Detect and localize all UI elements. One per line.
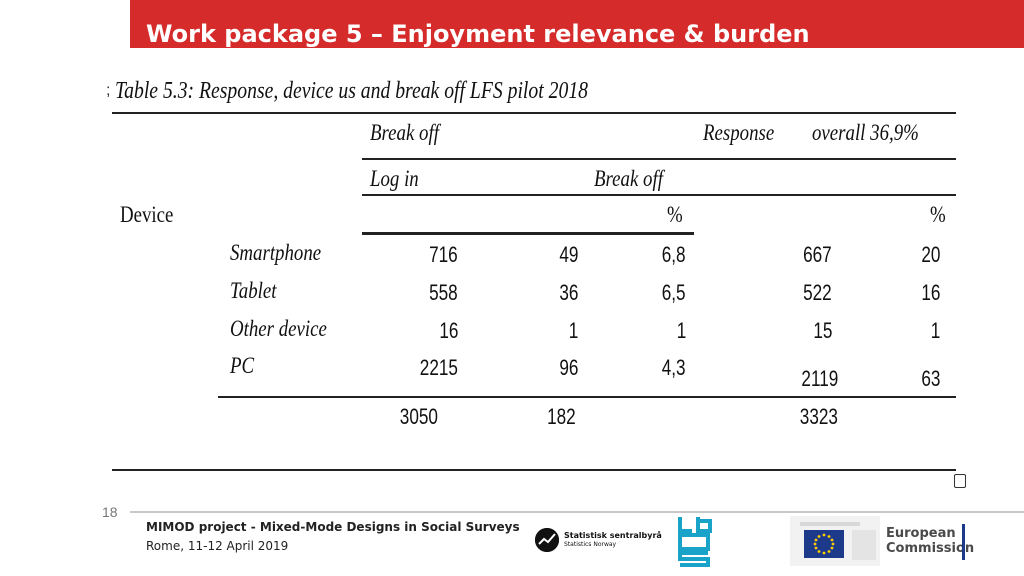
cell-breakoff-pct: 6,5	[662, 280, 686, 305]
ssb-name: Statistisk sentralbyrå	[564, 531, 662, 540]
cell-breakoff: 1	[568, 318, 578, 343]
header-pct-breakoff: %	[667, 202, 683, 227]
ec-name-line1: European	[886, 526, 956, 541]
footer-project: MIMOD project - Mixed-Mode Designs in So…	[146, 520, 520, 534]
cell-response: 667	[803, 242, 832, 267]
row-label: Smartphone	[230, 240, 322, 265]
ssb-subname: Statistics Norway	[564, 541, 617, 548]
cell-response-pct: 16	[920, 280, 940, 305]
total-breakoff: 182	[547, 404, 576, 429]
rule-head	[362, 194, 956, 196]
cell-breakoff-pct: 6,8	[662, 242, 686, 267]
page-number: 18	[102, 504, 118, 520]
ec-name-line2: Commission	[886, 541, 975, 556]
cell-response-pct: 63	[920, 366, 940, 391]
caption-marker: ;	[106, 82, 111, 99]
eu-flag-icon	[790, 516, 880, 566]
header-break-off-sub: Break off	[594, 166, 663, 191]
cell-response-pct: 1	[930, 318, 940, 343]
cell-login: 2215	[419, 355, 458, 380]
row-label: Tablet	[230, 278, 277, 303]
header-response: Response	[703, 120, 775, 145]
header-device: Device	[120, 202, 174, 227]
header-break-off: Break off	[370, 120, 439, 145]
total-response: 3323	[799, 404, 838, 429]
row-label: PC	[230, 353, 255, 378]
row-label: Other device	[230, 316, 327, 341]
cell-response: 522	[803, 280, 832, 305]
footer-location-date: Rome, 11-12 April 2019	[146, 539, 289, 553]
cell-response: 15	[812, 318, 832, 343]
title-bar: Work package 5 – Enjoyment relevance & b…	[130, 0, 1024, 48]
cell-login: 16	[438, 318, 458, 343]
slide-title: Work package 5 – Enjoyment relevance & b…	[146, 20, 810, 48]
cell-response: 2119	[801, 366, 838, 391]
rule-totals	[218, 396, 956, 398]
total-login: 3050	[399, 404, 438, 429]
cell-login: 558	[429, 280, 458, 305]
header-log-in: Log in	[370, 166, 419, 191]
cell-response-pct: 20	[920, 242, 940, 267]
footer-divider	[130, 511, 1024, 513]
ssb-logo: Statistisk sentralbyrå Statistics Norway	[535, 528, 662, 552]
rule-head-thick	[362, 232, 694, 235]
cell-breakoff: 49	[558, 242, 578, 267]
cell-breakoff-pct: 4,3	[662, 355, 686, 380]
table-caption: Table 5.3: Response, device us and break…	[115, 78, 588, 104]
cell-breakoff: 36	[558, 280, 578, 305]
cbs-logo-icon	[676, 515, 712, 567]
cell-breakoff: 96	[558, 355, 578, 380]
placeholder-box-icon	[954, 474, 966, 488]
header-overall: overall 36,9%	[812, 120, 919, 145]
cell-login: 716	[429, 242, 458, 267]
rule-bottom	[112, 469, 956, 471]
rule-sub	[362, 158, 956, 160]
header-pct-response: %	[930, 202, 946, 227]
cell-breakoff-pct: 1	[676, 318, 686, 343]
ec-accent-bar	[962, 524, 965, 560]
ssb-logo-icon	[535, 528, 559, 552]
rule-top	[112, 112, 956, 114]
european-commission-logo: European Commission	[790, 516, 980, 566]
